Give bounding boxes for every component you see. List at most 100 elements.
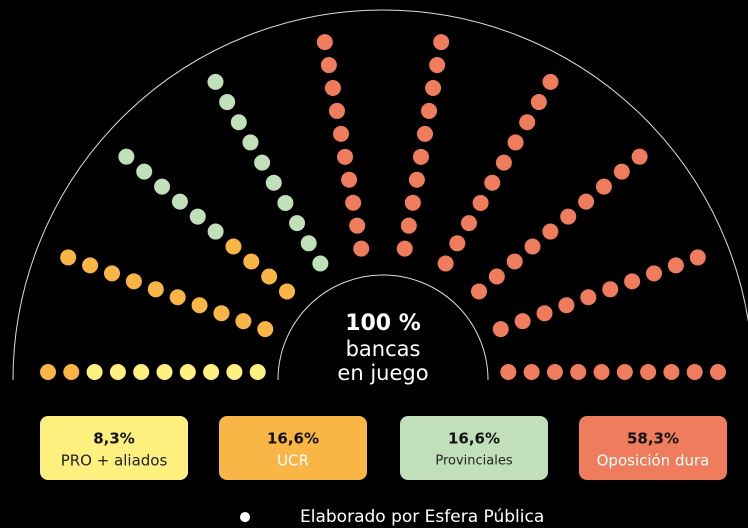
seat	[542, 73, 559, 90]
seat	[328, 102, 345, 119]
seat	[257, 321, 274, 338]
seat	[500, 364, 517, 380]
seat	[103, 265, 120, 282]
seat	[640, 364, 657, 380]
seat	[536, 305, 553, 322]
seat	[507, 134, 524, 151]
legend-name: UCR	[277, 452, 309, 470]
seat	[514, 313, 531, 330]
seats	[40, 34, 726, 380]
seat	[279, 283, 296, 300]
seat	[667, 257, 684, 274]
seat	[169, 289, 186, 306]
seat	[488, 268, 505, 285]
seat	[118, 148, 135, 165]
seat	[154, 178, 171, 195]
seat	[524, 238, 541, 255]
center-percent: 100 %	[345, 311, 421, 336]
seat	[433, 34, 450, 51]
legend-percent: 58,3%	[627, 430, 679, 448]
legend-name: Oposición dura	[597, 452, 710, 470]
seat	[578, 193, 595, 210]
seat	[337, 148, 354, 165]
seat	[133, 364, 150, 380]
seat	[235, 313, 252, 330]
seat	[560, 208, 577, 225]
seat	[60, 249, 77, 266]
legend-box	[579, 416, 727, 480]
seat	[243, 253, 260, 270]
seat	[613, 163, 630, 180]
outer-arc	[12, 9, 748, 381]
seat	[429, 57, 446, 74]
seat	[437, 255, 454, 272]
seat	[400, 217, 417, 234]
seat	[86, 364, 103, 380]
legend-percent: 16,6%	[448, 430, 500, 448]
seat	[689, 249, 706, 266]
seat	[156, 364, 173, 380]
seat	[349, 217, 366, 234]
seat	[213, 305, 230, 322]
legend-name: PRO + aliados	[61, 452, 168, 470]
seat	[171, 193, 188, 210]
seat	[82, 257, 99, 274]
seat	[495, 154, 512, 171]
seat	[449, 235, 466, 252]
seat	[616, 364, 633, 380]
seat	[230, 114, 247, 131]
seat	[225, 238, 242, 255]
seat	[63, 364, 80, 380]
seat	[580, 289, 597, 306]
footer-text: Elaborado por Esfera Pública	[300, 507, 544, 527]
seat	[261, 268, 278, 285]
seat	[404, 194, 421, 211]
seat	[593, 364, 610, 380]
seat	[408, 171, 425, 188]
seat	[353, 240, 370, 257]
legend-box	[219, 416, 367, 480]
seat	[492, 321, 509, 338]
seat	[519, 114, 536, 131]
seat	[396, 240, 413, 257]
seat	[558, 297, 575, 314]
seat	[460, 215, 477, 232]
seat	[506, 253, 523, 270]
seat	[191, 297, 208, 314]
seat	[542, 223, 559, 240]
seat	[686, 364, 703, 380]
seat	[136, 163, 153, 180]
seat	[602, 281, 619, 298]
seat	[109, 364, 126, 380]
legend-name: Provinciales	[435, 454, 513, 469]
seat	[320, 57, 337, 74]
seat	[40, 364, 56, 380]
seat	[249, 364, 266, 380]
seat	[254, 154, 271, 171]
seat	[484, 174, 501, 191]
seat	[226, 364, 243, 380]
legend-percent: 8,3%	[93, 430, 135, 448]
seat	[316, 34, 333, 51]
seat	[207, 223, 224, 240]
seat	[425, 79, 442, 96]
seat	[345, 194, 362, 211]
seat	[265, 174, 282, 191]
seat	[416, 125, 433, 142]
seat	[421, 102, 438, 119]
center-line: en juego	[337, 361, 428, 385]
seat	[530, 94, 547, 111]
seat	[341, 171, 358, 188]
seat	[624, 273, 641, 290]
seat	[412, 148, 429, 165]
seat	[300, 235, 317, 252]
legend-box	[400, 416, 548, 480]
legend: 8,3% PRO + aliados 16,6% UCR 16,6% Provincial…	[40, 416, 727, 480]
seat	[189, 208, 206, 225]
seat	[546, 364, 563, 380]
seat	[646, 265, 663, 282]
seat	[312, 255, 329, 272]
footer-bullet: ●	[239, 510, 250, 525]
seat	[207, 73, 224, 90]
seat	[219, 94, 236, 111]
